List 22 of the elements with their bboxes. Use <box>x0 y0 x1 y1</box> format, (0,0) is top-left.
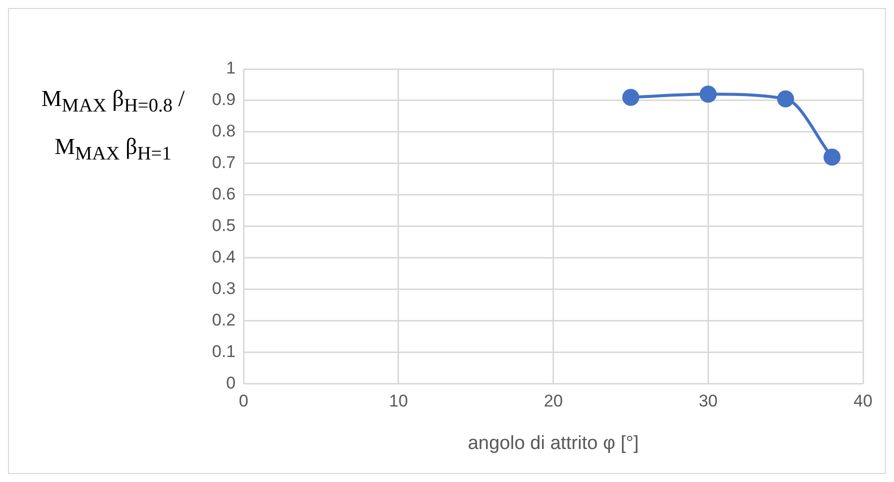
point <box>824 148 841 166</box>
y-tick-label: 0.4 <box>212 248 236 267</box>
y-tick-label: 1 <box>226 58 236 78</box>
y-tick-label: 0.3 <box>212 279 236 298</box>
x-axis-title: angolo di attrito φ [°] <box>468 432 639 454</box>
y-tick-label: 0.9 <box>212 90 236 110</box>
point <box>622 88 640 106</box>
x-tick-label: 20 <box>544 392 563 411</box>
x-tick-label: 0 <box>238 392 248 411</box>
point <box>700 86 717 103</box>
x-tick-label: 40 <box>854 392 872 411</box>
text: M$_{MAX}$ β$_{H=0.8}$ / M$_{MAX}$ β$_{H=1}$ <box>41 86 185 164</box>
y-tick-label: 0.5 <box>212 216 236 236</box>
x-tick-label: 30 <box>698 392 718 411</box>
point <box>777 90 794 108</box>
y-tick-label: 0.1 <box>212 342 236 362</box>
y-tick-label: 0.7 <box>212 153 236 172</box>
y-tick-label: 0.2 <box>212 310 236 330</box>
y-tick-label: 0 <box>226 373 236 392</box>
x-tick-label: 10 <box>389 392 408 411</box>
y-tick-label: 0.6 <box>212 184 236 204</box>
y-tick-label: 0.8 <box>212 122 236 141</box>
